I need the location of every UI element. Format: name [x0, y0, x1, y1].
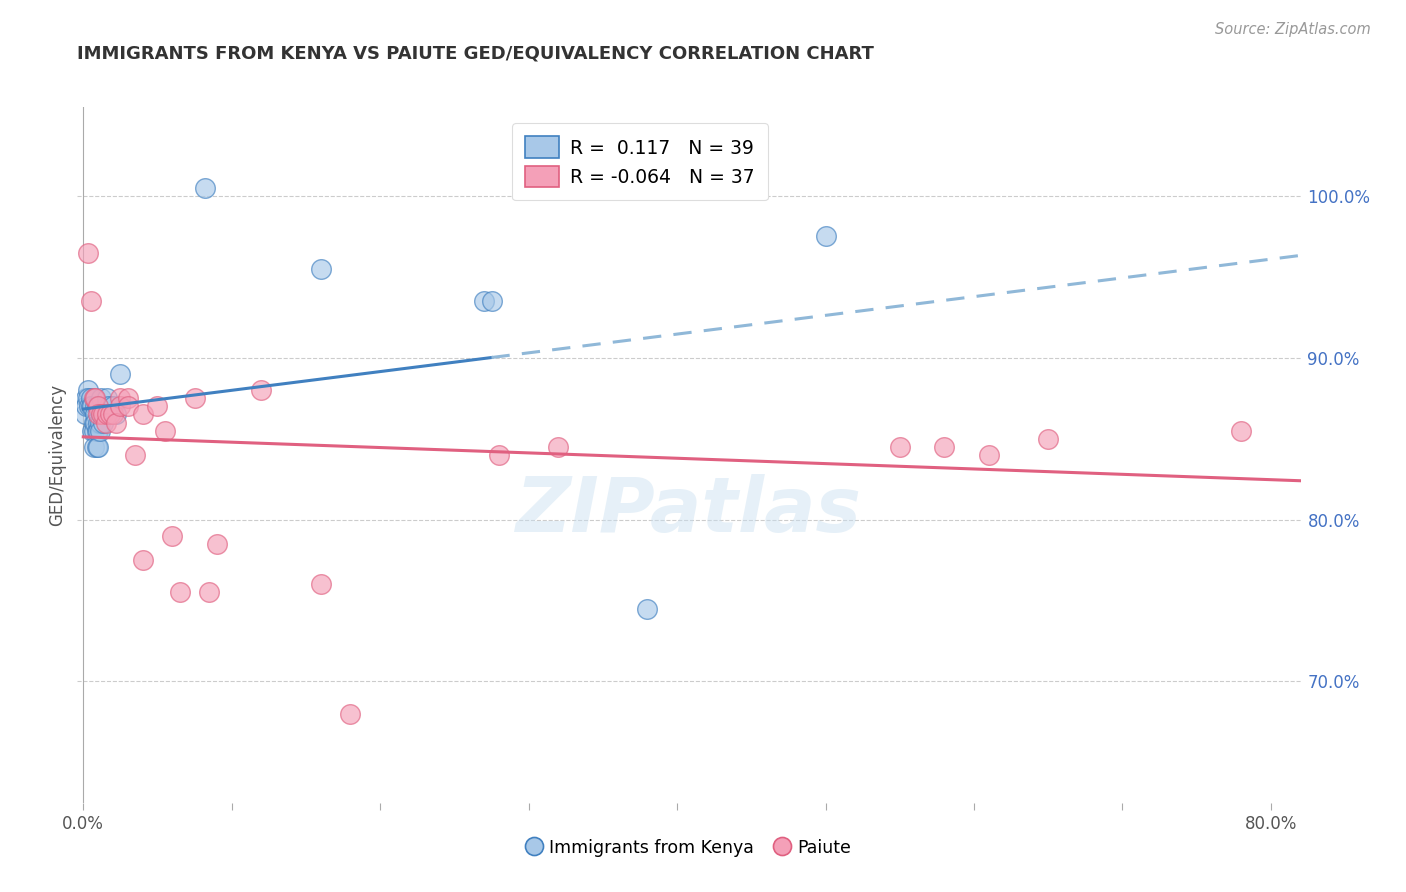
Text: IMMIGRANTS FROM KENYA VS PAIUTE GED/EQUIVALENCY CORRELATION CHART: IMMIGRANTS FROM KENYA VS PAIUTE GED/EQUI…	[77, 45, 875, 62]
Point	[309, 261, 332, 276]
Point	[162, 529, 184, 543]
Point	[84, 400, 107, 414]
Point	[84, 416, 107, 430]
Point	[86, 440, 108, 454]
Point	[98, 408, 121, 422]
Point	[76, 392, 98, 406]
Point	[82, 424, 104, 438]
Point	[636, 601, 658, 615]
Point	[814, 229, 837, 244]
Point	[83, 424, 105, 438]
Point	[83, 392, 105, 406]
Point	[131, 408, 153, 422]
Point	[1230, 424, 1253, 438]
Point	[89, 416, 111, 430]
Point	[76, 245, 98, 260]
Point	[1038, 432, 1060, 446]
Point	[94, 416, 117, 430]
Point	[87, 416, 110, 430]
Point	[977, 448, 1000, 462]
Point	[205, 537, 228, 551]
Point	[87, 408, 110, 422]
Point	[183, 392, 205, 406]
Point	[110, 367, 132, 381]
Point	[80, 392, 103, 406]
Point	[934, 440, 956, 454]
Point	[101, 408, 124, 422]
Point	[91, 416, 114, 430]
Point	[83, 416, 105, 430]
Point	[101, 400, 124, 414]
Point	[73, 408, 96, 422]
Point	[75, 400, 97, 414]
Point	[77, 400, 100, 414]
Point	[889, 440, 911, 454]
Point	[169, 585, 191, 599]
Point	[96, 408, 118, 422]
Text: ZIPatlas: ZIPatlas	[516, 474, 862, 548]
Point	[86, 400, 108, 414]
Point	[84, 408, 107, 422]
Point	[146, 400, 169, 414]
Point	[472, 294, 495, 309]
Point	[90, 408, 112, 422]
Legend: Immigrants from Kenya, Paiute: Immigrants from Kenya, Paiute	[520, 832, 858, 863]
Point	[90, 392, 112, 406]
Point	[104, 416, 127, 430]
Point	[110, 392, 132, 406]
Point	[194, 181, 217, 195]
Point	[80, 400, 103, 414]
Point	[82, 400, 104, 414]
Point	[481, 294, 503, 309]
Point	[75, 392, 97, 406]
Point	[124, 448, 146, 462]
Point	[339, 706, 361, 721]
Y-axis label: GED/Equivalency: GED/Equivalency	[48, 384, 66, 526]
Point	[97, 400, 120, 414]
Point	[94, 400, 117, 414]
Point	[84, 392, 107, 406]
Point	[104, 408, 127, 422]
Point	[131, 553, 153, 567]
Point	[309, 577, 332, 591]
Point	[90, 408, 112, 422]
Point	[110, 400, 132, 414]
Point	[83, 440, 105, 454]
Point	[86, 424, 108, 438]
Point	[91, 408, 114, 422]
Point	[87, 440, 110, 454]
Text: Source: ZipAtlas.com: Source: ZipAtlas.com	[1215, 22, 1371, 37]
Point	[117, 392, 139, 406]
Point	[96, 392, 118, 406]
Point	[117, 400, 139, 414]
Point	[198, 585, 221, 599]
Point	[76, 383, 98, 397]
Point	[153, 424, 176, 438]
Point	[89, 424, 111, 438]
Point	[87, 424, 110, 438]
Point	[547, 440, 569, 454]
Point	[488, 448, 510, 462]
Point	[87, 400, 110, 414]
Point	[250, 383, 273, 397]
Point	[80, 294, 103, 309]
